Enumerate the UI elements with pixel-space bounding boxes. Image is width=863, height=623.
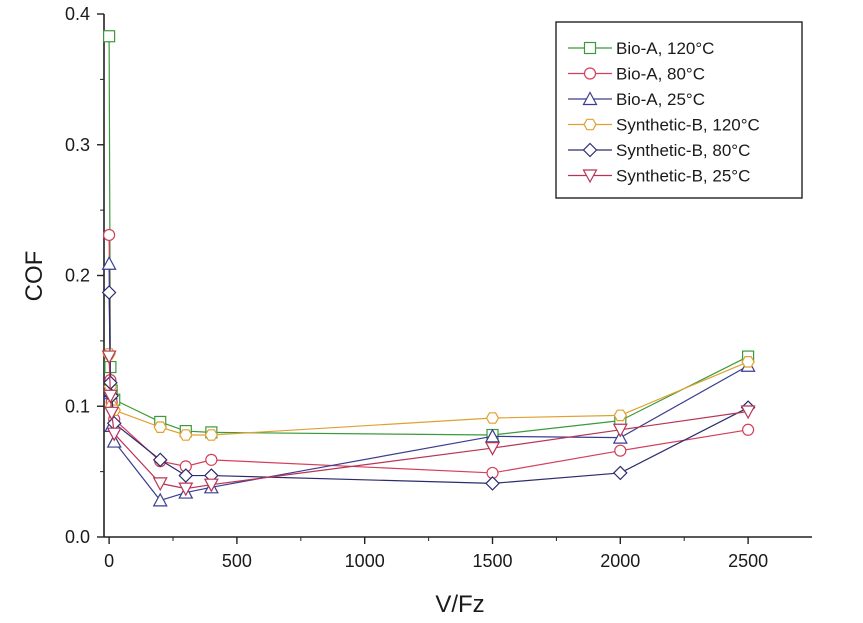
legend-box: [555, 21, 803, 199]
x-tick-label: 0: [104, 551, 114, 571]
x-tick-label: 2000: [600, 551, 640, 571]
series-5: [101, 285, 756, 491]
y-tick-label: 0.1: [65, 396, 90, 416]
data-point: [106, 427, 122, 442]
data-point: [204, 429, 219, 441]
y-tick-label: 0.4: [65, 4, 90, 24]
data-point: [103, 30, 116, 43]
data-point: [612, 423, 628, 438]
series-3: [101, 255, 756, 507]
data-point: [741, 356, 755, 368]
legend-item: Bio-A, 120°C: [568, 39, 714, 58]
legend-label: Synthetic-B, 80°C: [616, 141, 750, 160]
legend-label: Bio-A, 80°C: [616, 65, 705, 84]
legend-item: Synthetic-B, 120°C: [568, 116, 760, 135]
y-ticks: 0.0 0.1 0.2 0.3 0.4: [65, 4, 104, 547]
legend-item: Synthetic-B, 80°C: [568, 141, 750, 160]
x-tick-label: 500: [222, 551, 252, 571]
data-point: [104, 406, 120, 421]
data-point: [178, 468, 194, 483]
data-point: [152, 452, 168, 468]
series-line: [108, 234, 749, 474]
data-point: [205, 453, 218, 466]
legend-label: Bio-A, 25°C: [616, 90, 705, 109]
data-point: [152, 492, 168, 507]
data-point: [484, 428, 501, 443]
data-point: [203, 478, 219, 493]
data-point: [179, 429, 193, 441]
legend-label: Synthetic-B, 120°C: [616, 116, 760, 135]
data-point: [103, 228, 116, 242]
data-point: [485, 476, 500, 491]
series-line: [108, 263, 749, 502]
series-4: [102, 348, 755, 441]
x-tick-label: 2500: [728, 551, 768, 571]
x-ticks: 0 500 1000 1500 2000 2500: [104, 537, 768, 571]
data-point: [614, 444, 627, 457]
legend-swatch-marker: [583, 67, 597, 80]
x-axis-label: V/Fz: [435, 591, 484, 618]
legend-item: Synthetic-B, 25°C: [568, 167, 750, 186]
series-2: [103, 228, 755, 480]
legend: Bio-A, 120°C Bio-A, 80°C Bio-A, 25°C Synthe…: [555, 21, 803, 199]
data-point: [152, 477, 168, 492]
x-tick-label: 1000: [345, 551, 385, 571]
y-axis-label: COF: [21, 251, 48, 302]
data-point: [153, 421, 167, 433]
legend-label: Synthetic-B, 25°C: [616, 167, 750, 186]
data-point: [101, 285, 117, 300]
series-layer: [101, 30, 756, 507]
data-point: [101, 255, 117, 270]
data-point: [101, 350, 117, 365]
legend-swatch-marker: [582, 91, 598, 106]
data-point: [102, 389, 118, 404]
legend-swatch-marker: [582, 142, 598, 158]
legend-swatch-marker: [582, 169, 598, 184]
series-line: [108, 356, 749, 490]
data-point: [485, 412, 500, 424]
data-point: [740, 405, 756, 420]
legend-label: Bio-A, 120°C: [616, 39, 714, 58]
data-point: [178, 482, 194, 497]
legend-item: Bio-A, 25°C: [568, 90, 705, 109]
series-6: [101, 350, 756, 497]
y-tick-label: 0.0: [65, 527, 90, 547]
data-point: [484, 441, 501, 456]
y-tick-label: 0.2: [65, 266, 90, 286]
series-line: [108, 353, 749, 436]
data-point: [742, 423, 755, 436]
legend-item: Bio-A, 80°C: [568, 65, 705, 84]
legend-swatch-marker: [583, 41, 597, 55]
series-line: [108, 292, 749, 484]
legend-swatch-marker: [583, 118, 597, 131]
data-point: [612, 465, 628, 481]
x-tick-label: 1500: [472, 551, 512, 571]
data-point: [613, 409, 627, 422]
y-tick-label: 0.3: [65, 135, 90, 155]
